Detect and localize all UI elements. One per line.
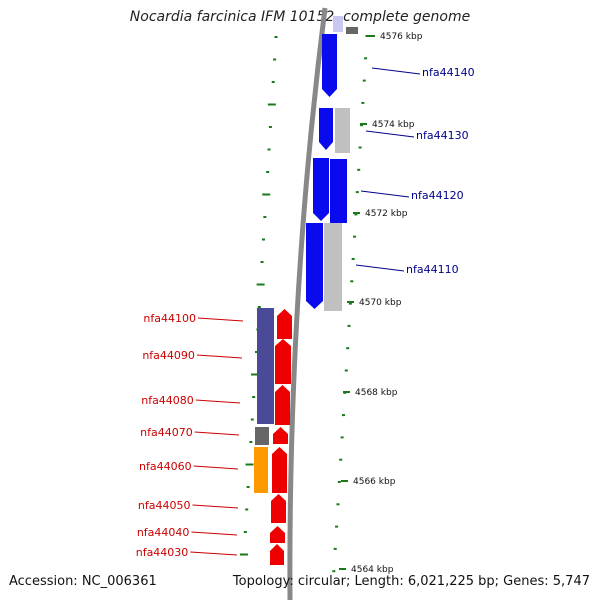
- gene-arrow-red: [271, 494, 286, 523]
- gene-arrow-red: [270, 544, 284, 565]
- gene-arrow-red: [275, 339, 291, 384]
- genome-summary: Topology: circular; Length: 6,021,225 bp…: [232, 574, 590, 589]
- gene-feature: [333, 16, 343, 32]
- kbp-tick-label: 4570 kbp: [359, 298, 402, 308]
- gene-feature-orange: [254, 447, 268, 493]
- genome-backbone: [287, 7, 328, 600]
- page-title: Nocardia farcinica IFM 10152, complete g…: [129, 9, 471, 25]
- kbp-tick-label: 4564 kbp: [351, 565, 394, 575]
- gene-label-reverse: nfa44080: [141, 394, 194, 407]
- gene-leader-line: [355, 264, 405, 272]
- gene-leader-line: [365, 130, 415, 138]
- gene-feature-blue: [330, 159, 347, 223]
- gene-feature-purple: [257, 308, 274, 424]
- gene-arrow-red: [272, 447, 287, 493]
- gene-leader-line: [190, 551, 238, 556]
- gene-features: [254, 16, 358, 565]
- gene-leader-line: [371, 67, 421, 75]
- gene-leader-line: [191, 531, 238, 536]
- gene-label-reverse: nfa44040: [137, 526, 190, 539]
- gene-label-forward: nfa44130: [416, 129, 469, 142]
- gene-arrow-blue: [322, 34, 337, 97]
- gene-feature-gray: [335, 108, 350, 153]
- gene-leader-line: [194, 431, 240, 436]
- gene-arrow-blue: [313, 158, 329, 221]
- gene-leader-line: [360, 190, 410, 198]
- gene-leader-line: [192, 504, 239, 509]
- gene-arrow-red: [277, 309, 292, 339]
- gene-arrow-blue: [319, 108, 333, 150]
- gene-arrow-red: [270, 526, 285, 543]
- gene-feature: [346, 27, 358, 34]
- kbp-tick-label: 4568 kbp: [355, 388, 398, 398]
- gene-feature-gray: [324, 223, 342, 311]
- gene-label-reverse: nfa44090: [142, 349, 195, 362]
- gene-label-forward: nfa44120: [411, 189, 464, 202]
- kbp-tick-label: 4574 kbp: [372, 120, 415, 130]
- kbp-tick-label: 4566 kbp: [353, 477, 396, 487]
- kbp-tick-label: 4576 kbp: [380, 32, 423, 42]
- gene-label-reverse: nfa44100: [143, 312, 196, 325]
- gene-feature-gray: [255, 427, 269, 445]
- gene-leader-line: [195, 399, 241, 404]
- gene-label-forward: nfa44110: [406, 263, 459, 276]
- gene-arrow-blue: [306, 223, 323, 309]
- kbp-tick-label: 4572 kbp: [365, 209, 408, 219]
- gene-label-reverse: nfa44070: [140, 426, 193, 439]
- gene-leader-line: [193, 465, 239, 470]
- kbp-scale: 4576 kbp 4574 kbp 4572 kbp 4570 kbp 4568 kbp…: [339, 32, 423, 575]
- gene-label-reverse: nfa44050: [138, 499, 191, 512]
- gene-labels: nfa44140 nfa44130 nfa44120 nfa44110 nfa44100…: [136, 66, 475, 559]
- gene-label-reverse: nfa44060: [139, 460, 192, 473]
- gene-leader-line: [196, 354, 243, 359]
- gene-arrow-red: [275, 385, 290, 425]
- accession-label: Accession: NC_006361: [9, 574, 157, 589]
- gene-label-forward: nfa44140: [422, 66, 475, 79]
- gene-arrow-red: [273, 427, 288, 444]
- gene-leader-line: [197, 317, 244, 322]
- gene-label-reverse: nfa44030: [136, 546, 189, 559]
